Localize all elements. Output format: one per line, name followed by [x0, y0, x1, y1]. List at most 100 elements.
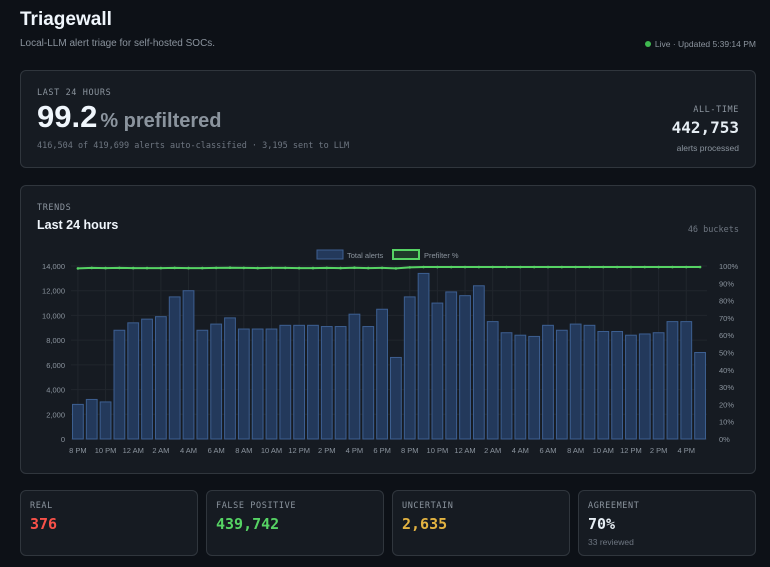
- x-tick-label: 10 AM: [261, 446, 282, 455]
- y-right-tick-label: 30%: [719, 383, 734, 392]
- bar: [141, 318, 153, 440]
- bar: [293, 324, 306, 440]
- bar: [611, 330, 624, 440]
- prefilter-point: [505, 265, 508, 269]
- summary-kicker: LAST 24 HOURS: [37, 88, 112, 98]
- x-tick-label: 8 AM: [567, 446, 584, 455]
- x-tick-label: 8 AM: [235, 446, 252, 455]
- trends-chart: 0 2,000 4,000 6,000 8,000 10,000 12,000 14,000 0…: [42, 249, 739, 455]
- y-left-tick-label: 8,000: [46, 336, 65, 345]
- bar: [459, 295, 471, 440]
- bar: [542, 324, 554, 440]
- live-status-text: Live · Updated 5:39:14 PM: [654, 39, 756, 49]
- prefilter-point: [684, 265, 688, 269]
- x-tick-label: 12 PM: [288, 446, 310, 455]
- prefilter-point: [131, 266, 135, 270]
- bar: [307, 324, 319, 440]
- bar: [638, 333, 651, 440]
- x-tick-label: 6 AM: [539, 446, 556, 455]
- alltime-value: 442,753: [671, 118, 739, 137]
- x-tick-label: 8 PM: [401, 446, 419, 455]
- prefilter-point: [270, 266, 273, 270]
- y-right-tick-label: 90%: [719, 279, 734, 288]
- stat-card-agreement: AGREEMENT 70% 33 reviewed: [578, 490, 756, 556]
- alltime-label: ALL-TIME: [693, 105, 739, 115]
- y-right-tick-label: 50%: [719, 349, 734, 358]
- prefilter-point: [173, 266, 176, 270]
- bar: [251, 328, 264, 440]
- prefilter-point: [671, 265, 674, 269]
- prefilter-percent-unit: % prefiltered: [100, 110, 222, 132]
- y-left-tick-label: 12,000: [42, 287, 65, 296]
- bar: [625, 334, 637, 440]
- bar: [514, 334, 527, 440]
- stat-card-false-positive: FALSE POSITIVE 439,742: [206, 490, 384, 556]
- prefilter-point: [145, 266, 149, 270]
- x-tick-label: 6 PM: [373, 446, 391, 455]
- prefilter-point: [242, 266, 246, 270]
- y-left-tick-label: 0: [61, 435, 65, 444]
- prefilter-point: [104, 266, 107, 270]
- stat-card-uncertain: UNCERTAIN 2,635: [392, 490, 570, 556]
- bar: [680, 321, 693, 440]
- prefilter-point: [297, 266, 301, 270]
- bar: [348, 313, 361, 440]
- prefilter-point: [228, 266, 232, 270]
- bar: [500, 332, 513, 440]
- bar: [320, 326, 333, 440]
- prefilter-point: [463, 265, 467, 269]
- prefilter-percent: 99.2 % prefiltered: [37, 99, 222, 135]
- bar: [486, 321, 499, 440]
- bar: [72, 403, 84, 440]
- stat-sub: 33 reviewed: [588, 537, 634, 547]
- bar: [528, 335, 541, 440]
- x-tick-label: 2 AM: [484, 446, 501, 455]
- x-tick-label: 10 AM: [593, 446, 614, 455]
- x-tick-label: 4 AM: [512, 446, 529, 455]
- x-tick-label: 2 PM: [318, 446, 336, 455]
- prefilter-point: [339, 266, 342, 270]
- x-tick-label: 10 PM: [427, 446, 449, 455]
- bar: [265, 328, 278, 440]
- prefilter-point: [380, 266, 384, 270]
- x-tick-label: 12 AM: [123, 446, 144, 455]
- prefilter-point: [353, 266, 356, 270]
- bar: [445, 291, 458, 440]
- y-right-tick-label: 0%: [719, 435, 730, 444]
- prefilter-point: [436, 265, 439, 269]
- prefilter-point: [76, 267, 80, 270]
- prefilter-point: [643, 265, 647, 269]
- prefilter-point: [477, 265, 481, 269]
- x-tick-label: 12 AM: [454, 446, 475, 455]
- prefilter-point: [366, 266, 370, 270]
- live-status: Live · Updated 5:39:14 PM: [644, 39, 756, 49]
- prefilter-point: [284, 266, 287, 270]
- y-right-tick-label: 20%: [719, 400, 734, 409]
- legend-label-total-alerts: Total alerts: [347, 251, 384, 260]
- bar: [113, 329, 126, 440]
- bar: [431, 302, 444, 440]
- prefilter-point: [201, 266, 204, 270]
- y-right-tick-label: 60%: [719, 331, 734, 340]
- bar: [99, 401, 112, 440]
- prefilter-point: [615, 265, 619, 269]
- x-tick-label: 8 PM: [69, 446, 87, 455]
- prefilter-point: [311, 266, 315, 270]
- bar: [85, 398, 98, 440]
- stat-card-real: REAL 376: [20, 490, 198, 556]
- stat-value: 70%: [588, 515, 616, 533]
- x-tick-label: 12 PM: [620, 446, 642, 455]
- trends-kicker: TRENDS: [37, 203, 72, 213]
- prefilter-percent-value: 99.2: [37, 99, 98, 134]
- bar: [472, 285, 485, 440]
- app-title: Triagewall: [20, 9, 112, 30]
- prefilter-point: [187, 266, 190, 270]
- y-left-tick-label: 2,000: [46, 410, 65, 419]
- y-left-tick-label: 10,000: [42, 311, 65, 320]
- y-right-tick-label: 40%: [719, 366, 734, 375]
- x-tick-label: 4 AM: [180, 446, 197, 455]
- bar: [666, 321, 679, 440]
- bar: [376, 308, 388, 440]
- prefilter-point: [602, 265, 605, 269]
- bar: [224, 317, 236, 440]
